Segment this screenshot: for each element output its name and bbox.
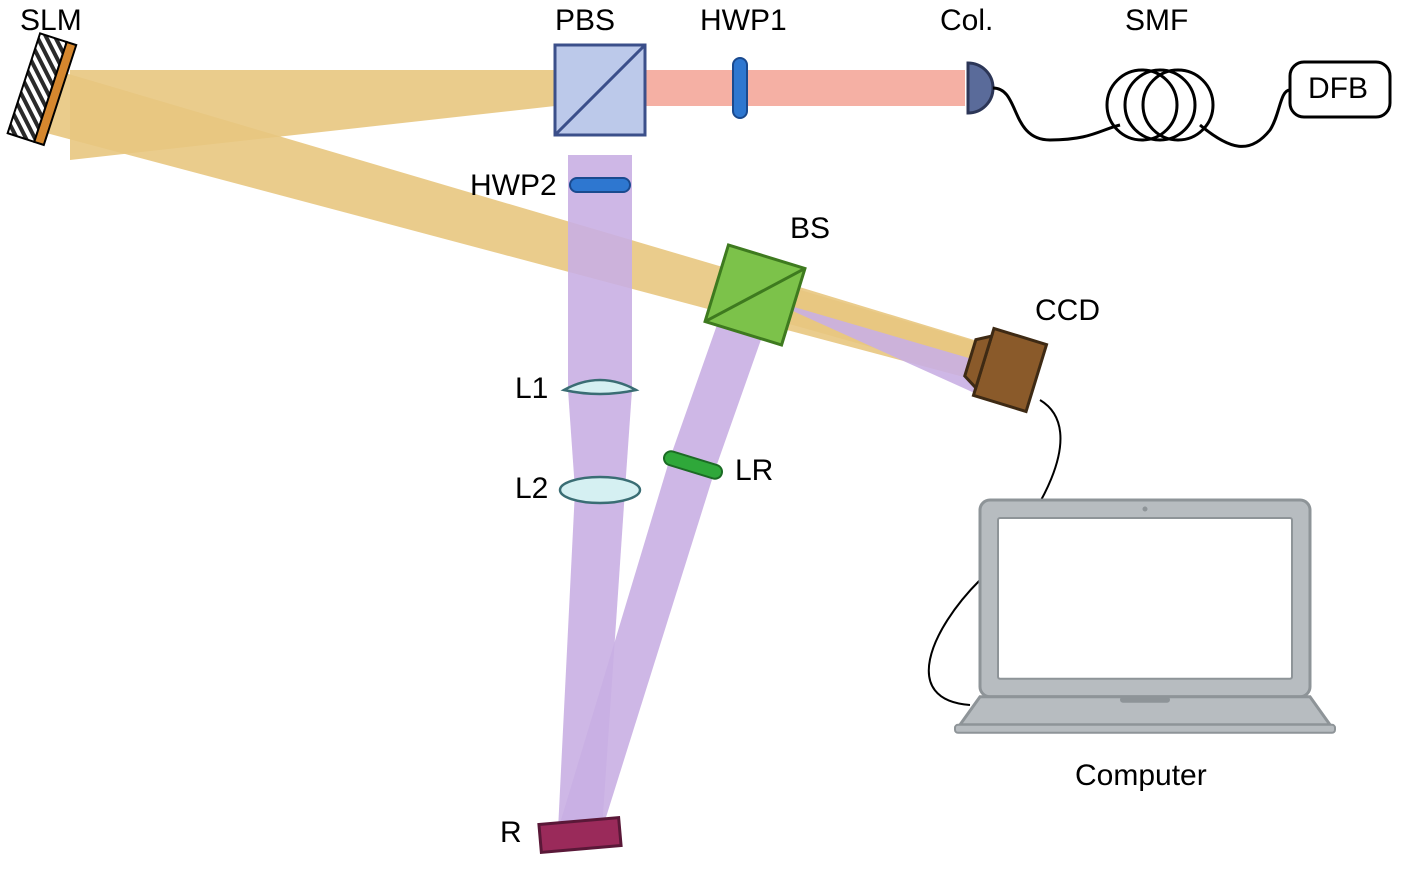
beam-red_pbs_to_col [645, 70, 965, 106]
label-smf: SMF [1125, 4, 1188, 37]
computer-icon [955, 500, 1335, 733]
collimator [968, 63, 993, 113]
label-l2: L2 [515, 472, 548, 505]
label-col: Col. [940, 4, 993, 37]
label-ccd: CCD [1035, 294, 1100, 327]
wire-col-smf [993, 88, 1120, 140]
label-computer: Computer [1075, 759, 1207, 792]
beam-purple_l1_to_l2 [568, 390, 632, 490]
label-hwp1: HWP1 [700, 4, 787, 37]
hwp1 [733, 58, 747, 118]
label-r: R [500, 816, 522, 849]
label-slm: SLM [20, 4, 82, 37]
lens-l2 [560, 477, 640, 503]
smf-coil [993, 70, 1290, 146]
label-pbs: PBS [555, 4, 615, 37]
pbs [555, 45, 645, 135]
label-l1: L1 [515, 372, 548, 405]
ccd [960, 324, 1046, 411]
label-hwp2: HWP2 [470, 169, 557, 202]
label-dfb: DFB [1308, 72, 1368, 105]
mirror-r [539, 818, 621, 853]
hwp2 [570, 178, 630, 192]
label-lr: LR [735, 454, 773, 487]
label-bs: BS [790, 212, 830, 245]
